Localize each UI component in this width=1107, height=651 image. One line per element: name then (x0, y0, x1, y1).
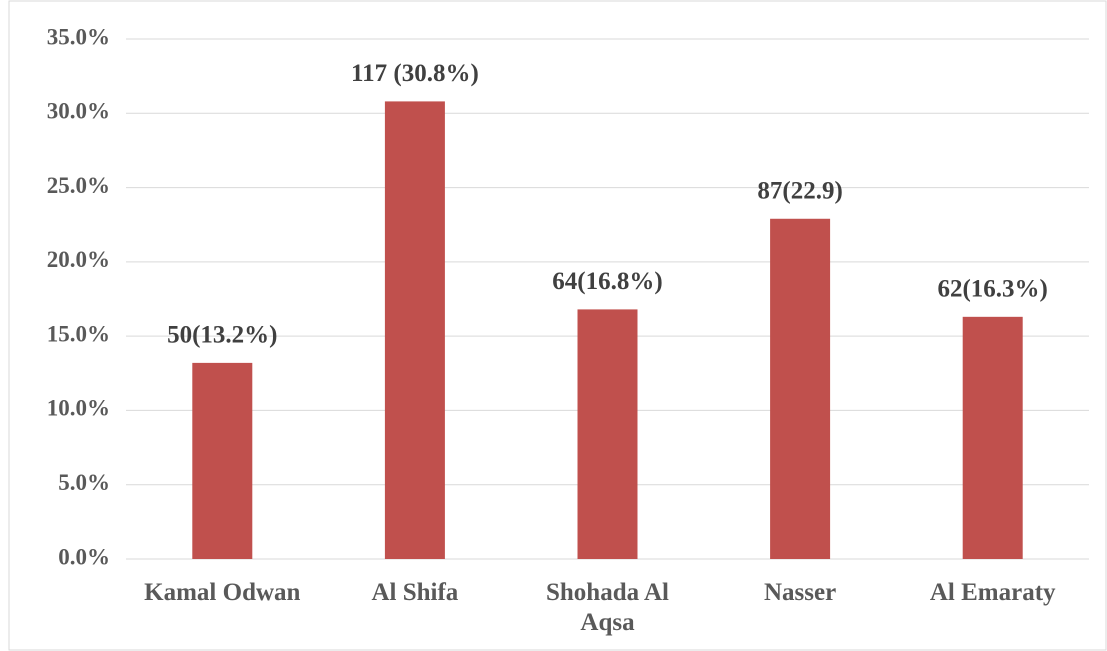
x-tick-label: Nasser (763, 579, 837, 606)
y-tick-label: 10.0% (47, 396, 110, 421)
bar (384, 101, 445, 560)
x-tick-label: Al Shifa (371, 579, 459, 606)
y-tick-label: 0.0% (58, 544, 110, 569)
bar (192, 362, 253, 559)
chart-border (8, 0, 1107, 651)
x-tick-label: Kamal Odwan (144, 579, 301, 606)
bar (770, 218, 831, 559)
x-tick-label: Shohada Al Aqsa (546, 579, 669, 636)
y-tick-label: 15.0% (47, 321, 110, 346)
x-tick-label: Al Emaraty (929, 579, 1056, 606)
y-tick-label: 25.0% (47, 173, 110, 198)
bar (577, 309, 638, 559)
data-label: 64(16.8%) (552, 268, 662, 295)
data-label: 117 (30.8%) (351, 60, 479, 87)
y-tick-label: 30.0% (47, 99, 110, 124)
data-label: 62(16.3%) (937, 276, 1047, 303)
y-tick-label: 5.0% (58, 470, 110, 495)
data-label: 87(22.9) (757, 178, 842, 205)
y-tick-label: 20.0% (47, 247, 110, 272)
data-label: 50(13.2%) (167, 322, 277, 349)
bar (962, 316, 1023, 559)
y-tick-label: 35.0% (47, 24, 110, 49)
